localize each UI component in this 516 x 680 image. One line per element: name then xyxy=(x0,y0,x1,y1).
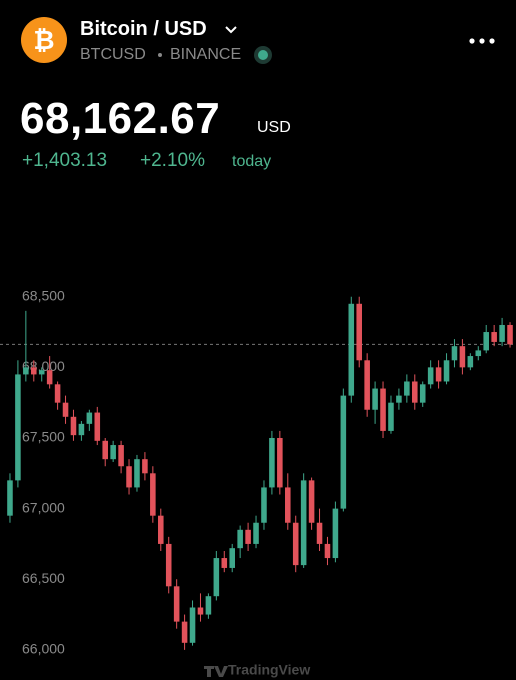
currency: USD xyxy=(257,119,291,136)
candle-body xyxy=(7,480,13,516)
candle-body xyxy=(380,388,386,431)
candle-body xyxy=(197,607,204,615)
candle-body xyxy=(292,522,299,566)
period: today xyxy=(232,153,272,170)
watermark-logo xyxy=(204,666,228,677)
candle-body xyxy=(491,332,497,342)
candle-body xyxy=(165,543,172,587)
candle-body xyxy=(300,480,307,566)
chevron[interactable] xyxy=(225,26,237,34)
y-tick-label: 66,000 xyxy=(22,641,65,657)
candle-body xyxy=(427,367,434,385)
candle-body xyxy=(443,360,450,382)
change: +1,403.13 xyxy=(22,150,108,171)
candle-body xyxy=(507,324,513,345)
y-tick-label: 67,000 xyxy=(22,499,65,515)
y-tick-label: 66,500 xyxy=(22,570,65,586)
y-tick-label: 68,500 xyxy=(22,287,65,303)
candle-body xyxy=(348,303,355,396)
candle-body xyxy=(412,381,418,403)
candle-body xyxy=(189,607,196,643)
menu[interactable] xyxy=(469,38,495,44)
candle-body xyxy=(451,346,458,361)
candle-body xyxy=(237,529,243,549)
candle-body xyxy=(229,548,235,568)
candle-body xyxy=(261,487,267,523)
candle-body xyxy=(467,356,474,368)
candle-body xyxy=(316,522,323,544)
candle-body xyxy=(332,508,339,559)
candle-body xyxy=(388,402,394,431)
separator xyxy=(158,53,162,57)
candle-body xyxy=(475,350,482,357)
candle-body xyxy=(396,395,402,403)
candle-body xyxy=(205,596,212,615)
change-percent: +2.10% xyxy=(140,150,205,171)
candle-body xyxy=(253,522,259,544)
price: 68,162.67 xyxy=(20,94,221,143)
candle-body xyxy=(23,367,29,375)
watermark: TradingView xyxy=(228,662,310,678)
exchange: BINANCE xyxy=(170,46,242,63)
candle-body xyxy=(94,412,101,441)
candle-body xyxy=(213,558,220,597)
candle-body xyxy=(38,370,45,375)
candle-body xyxy=(46,370,53,385)
candle-body xyxy=(102,440,108,460)
candle-body xyxy=(78,423,85,436)
candle-body xyxy=(54,384,61,403)
candle-body xyxy=(221,558,228,568)
candle-body xyxy=(118,445,124,467)
candle-body xyxy=(419,384,426,403)
candle-body xyxy=(110,445,116,460)
logo[interactable] xyxy=(21,17,67,63)
candle-body xyxy=(435,367,442,382)
candle-body xyxy=(150,473,156,516)
candle-body xyxy=(158,515,164,544)
candle-body xyxy=(308,480,315,523)
candle-body xyxy=(404,381,410,396)
candle-body xyxy=(285,487,291,523)
candle-body xyxy=(364,360,370,410)
status-dot xyxy=(258,50,268,60)
candle-body xyxy=(269,437,275,488)
y-tick-label: 67,500 xyxy=(22,429,65,445)
candle-body xyxy=(15,374,21,481)
candle-body xyxy=(277,437,283,488)
candle-body xyxy=(356,303,362,361)
candle-body xyxy=(86,412,93,424)
candle-body xyxy=(62,402,69,417)
candle-body xyxy=(245,529,251,544)
candle-body xyxy=(173,586,180,622)
candle-body xyxy=(372,388,378,410)
logo-symbol: ₿ xyxy=(33,25,54,55)
candle-body xyxy=(483,332,489,351)
candle-body xyxy=(70,416,77,436)
candle-body xyxy=(181,621,188,643)
candle-body xyxy=(31,367,37,375)
candle-body xyxy=(499,324,505,342)
symbol: BTCUSD xyxy=(80,46,146,63)
candle-body xyxy=(324,543,331,559)
candle-body xyxy=(126,466,132,488)
candle-body xyxy=(142,459,148,474)
candle-body xyxy=(340,395,347,509)
title[interactable]: Bitcoin / USD xyxy=(80,18,207,40)
candle-body xyxy=(459,346,466,368)
candle-body xyxy=(134,459,140,488)
